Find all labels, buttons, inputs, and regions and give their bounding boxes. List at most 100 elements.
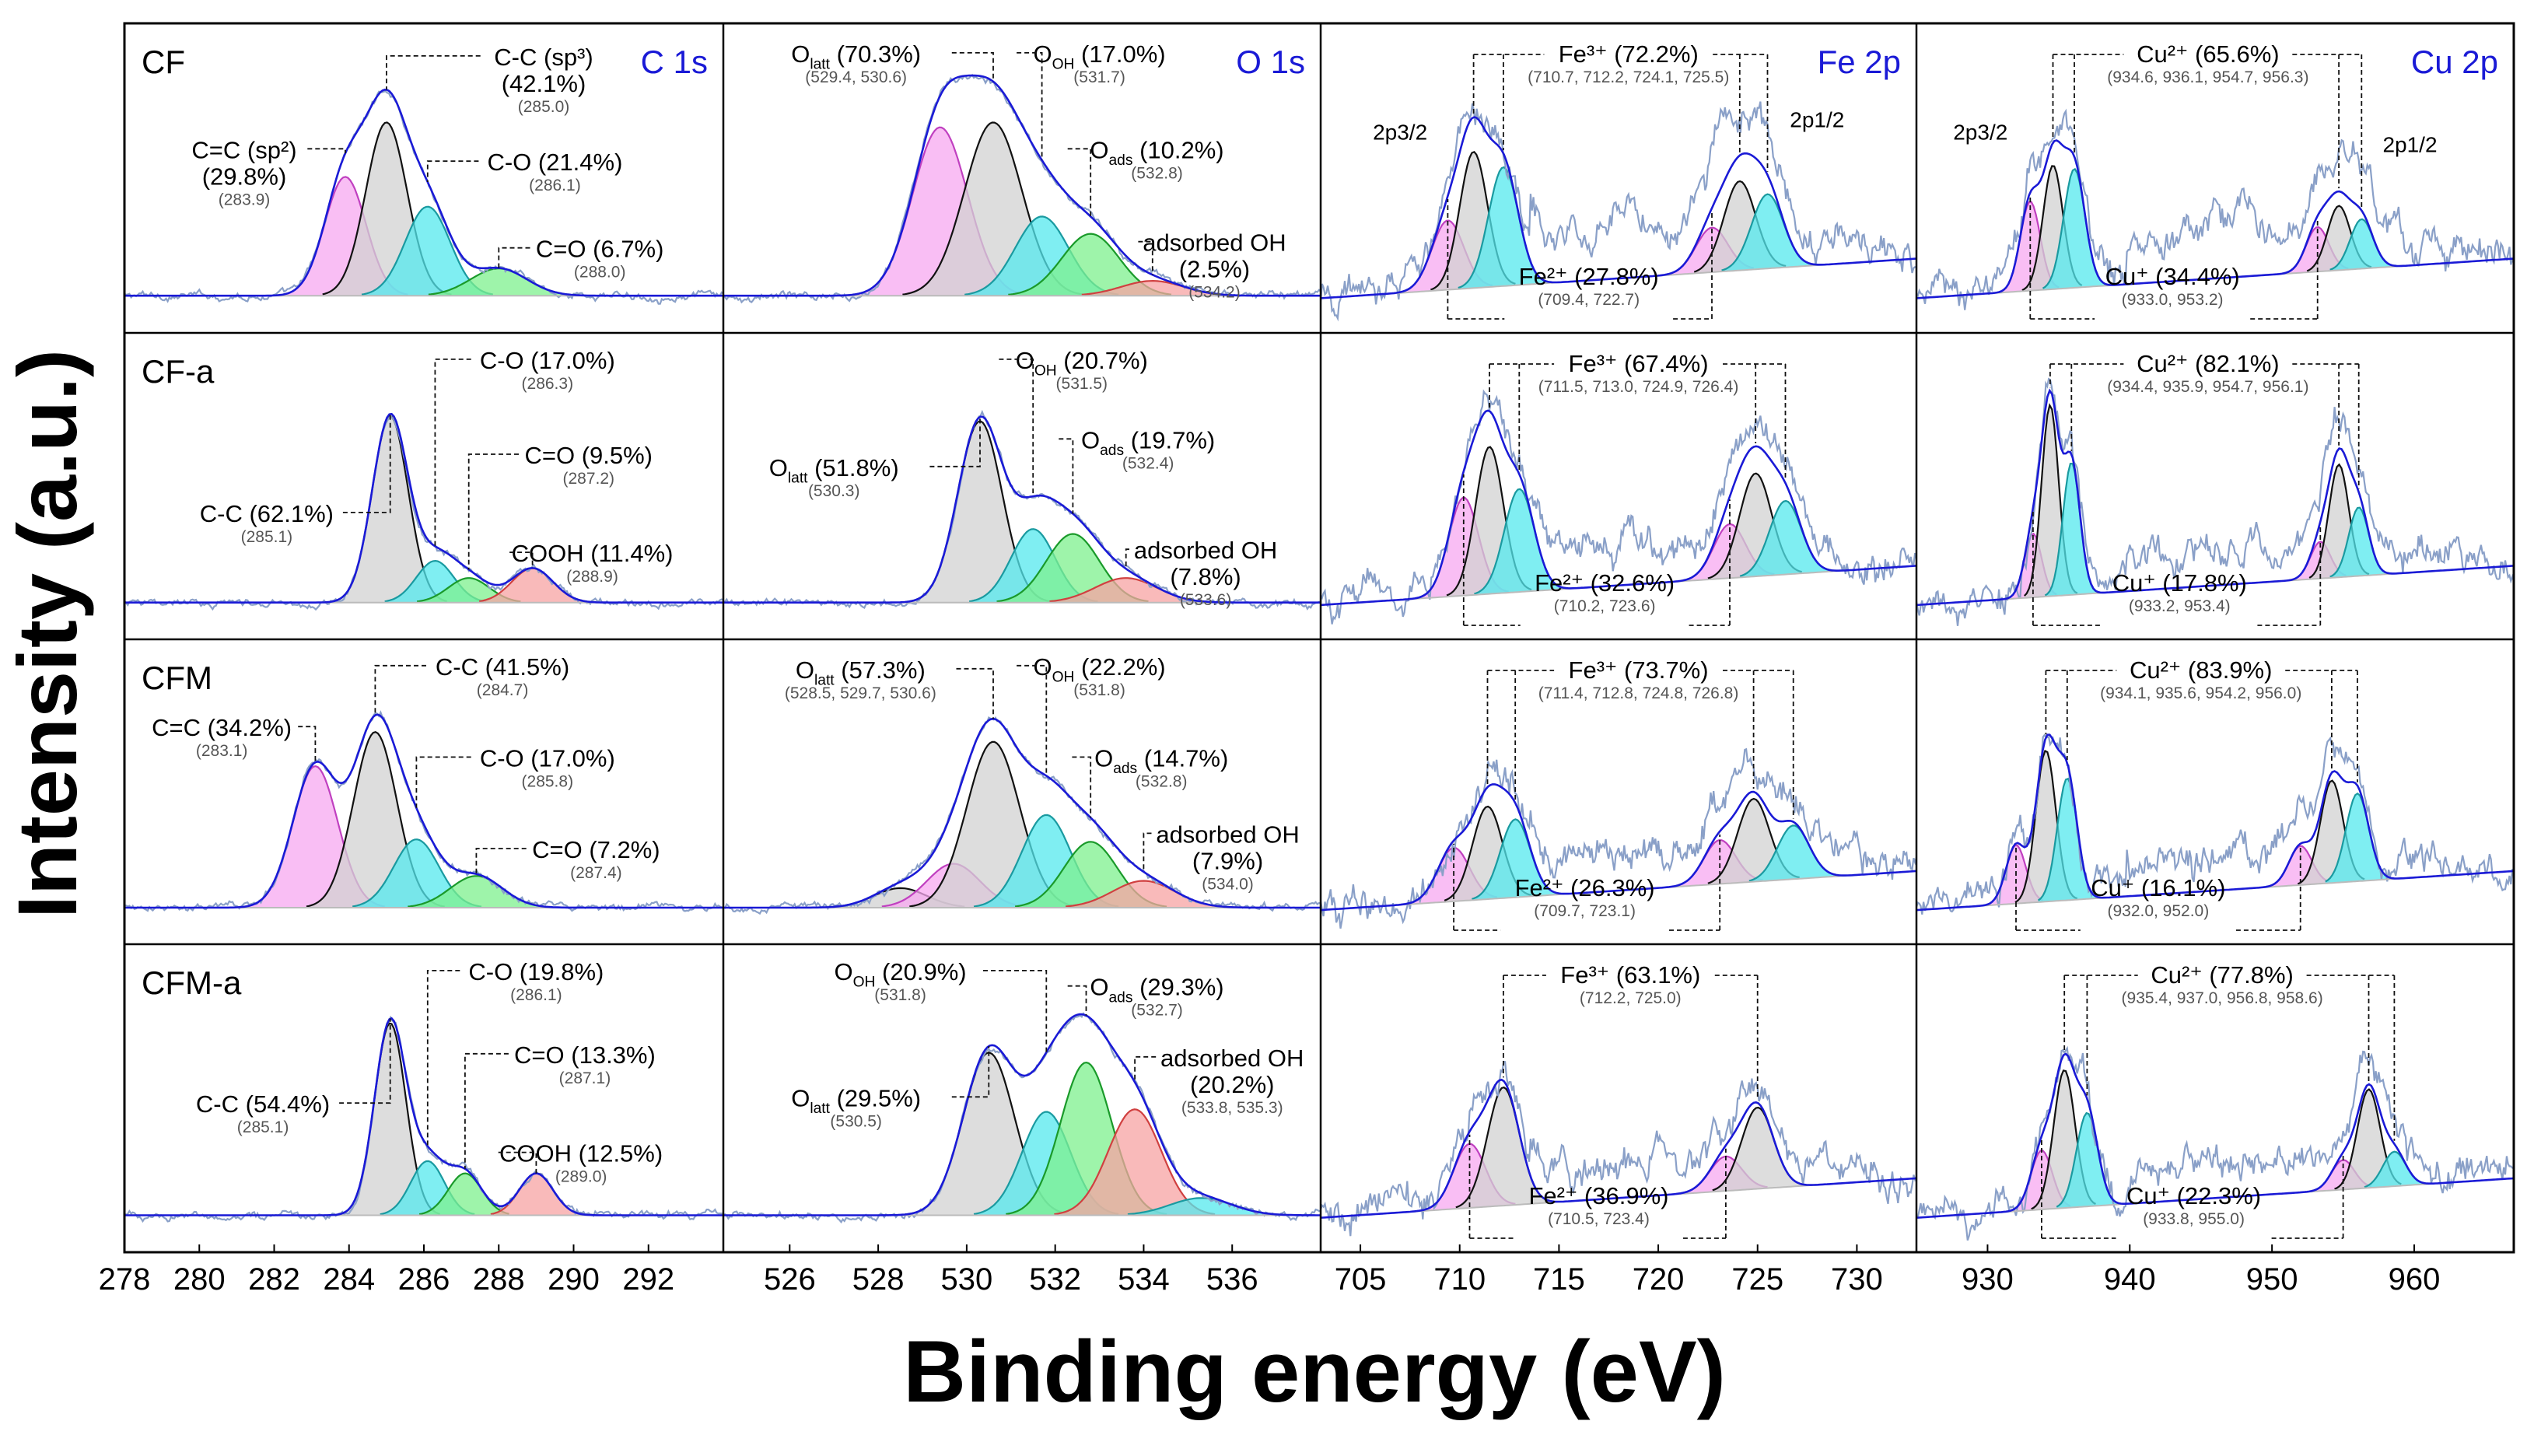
annotation-text: OOH (17.0%): [1034, 40, 1166, 73]
peak-annotation: Cu²⁺ (77.8%)(935.4, 937.0, 956.8, 958.6): [2063, 961, 2396, 1141]
panel-grid: CF C 1sC-C (sp³)(42.1%)(285.0)C=C (sp²)(2…: [124, 40, 2514, 1241]
sample-label: CFM-a: [142, 964, 242, 1001]
fit-component-gray: [1712, 1108, 1804, 1192]
peak-annotation: Cu²⁺ (83.9%)(934.1, 935.6, 954.2, 956.0): [2045, 656, 2358, 782]
envelope-fit: [124, 412, 723, 604]
annotation-leader: [929, 417, 981, 467]
annotation-text: OOH (20.9%): [835, 958, 967, 991]
spectrum-title: O 1s: [1236, 44, 1305, 80]
annotation-text: C-O (19.8%): [468, 958, 604, 985]
annotation-position: (287.2): [562, 470, 614, 488]
annotation-text: COOH (11.4%): [512, 540, 674, 567]
annotation-text: adsorbed OH: [1134, 537, 1277, 564]
annotation-text: Olatt (57.3%): [796, 656, 926, 689]
envelope-fit: [1321, 783, 1916, 912]
annotation-position: (710.7, 712.2, 724.1, 725.5): [1528, 68, 1729, 86]
envelope-fit: [1321, 116, 1916, 299]
annotation-position: (711.5, 713.0, 724.9, 726.4): [1538, 378, 1739, 396]
envelope-fit: [723, 74, 1321, 297]
annotation-position: (286.1): [529, 177, 581, 194]
fit-component-cyan: [2045, 464, 2098, 597]
envelope-fit: [1916, 1052, 2514, 1219]
x-tick-label: 710: [1433, 1262, 1486, 1297]
annotation-text: (7.8%): [1170, 563, 1241, 590]
annotation-position: (710.2, 723.6): [1554, 597, 1656, 615]
peak-annotation: Oads (29.3%)(532.7): [1067, 974, 1224, 1020]
x-tick-label: 528: [852, 1262, 905, 1297]
annotation-leader: [426, 160, 479, 182]
fit-component-cyan: [1721, 194, 1814, 272]
annotation-text: (42.1%): [502, 70, 586, 97]
annotation-position: (287.4): [570, 864, 622, 882]
envelope-fit: [124, 713, 723, 909]
fit-component-cyan: [2038, 779, 2098, 902]
annotation-leader: [1059, 438, 1074, 514]
x-tick-label: 526: [764, 1262, 816, 1297]
panel-o1s-cf-a: OOH (20.7%)(531.5)Oads (19.7%)(532.4)Ola…: [723, 347, 1321, 611]
x-axis-title: Binding energy (eV): [903, 1323, 1726, 1420]
annotation-position: (531.5): [1056, 375, 1108, 393]
annotation-position: (711.4, 712.8, 724.8, 726.8): [1538, 684, 1739, 702]
fit-component-red: [1081, 281, 1224, 296]
x-tick-label: 282: [248, 1262, 300, 1297]
peak-annotation: C=O (7.2%)(287.4): [475, 836, 660, 882]
x-tick-label: 288: [473, 1262, 525, 1297]
annotation-position: (934.6, 936.1, 954.7, 956.3): [2107, 68, 2308, 86]
annotation-text: COOH (12.5%): [499, 1140, 663, 1167]
annotation-text: C-O (17.0%): [480, 744, 615, 772]
panel-o1s-cfm: Olatt (57.3%)(528.5, 529.7, 530.6) OOH (2…: [723, 653, 1321, 915]
annotation-text: (2.5%): [1179, 256, 1250, 283]
peak-annotation: OOH (20.9%)(531.8): [835, 958, 1048, 1052]
annotation-text: adsorbed OH: [1156, 821, 1299, 848]
x-tick-labels: 278 280 282 284 286 288 290 292 526 528 530 532 534 5…: [99, 1244, 2440, 1297]
annotation-position: (285.1): [241, 528, 293, 546]
annotation-text: C=O (9.5%): [524, 442, 653, 469]
annotation-leader: [1486, 670, 1794, 819]
fit-component-cyan: [362, 206, 493, 296]
panel-cu2p-cf-a: Cu²⁺ (82.1%)(934.4, 935.9, 954.7, 956.1)…: [1916, 350, 2514, 626]
x-tick-label: 534: [1118, 1262, 1170, 1297]
annotation-text: C=C (sp²): [191, 136, 296, 163]
envelope-fit: [124, 88, 723, 297]
panel-o1s-cfm-a: OOH (20.9%)(531.8) Oads (29.3%)(532.7) ads…: [723, 958, 1321, 1224]
fit-component-cyan: [1127, 1198, 1275, 1216]
y-axis-title: Intensity (a.u.): [0, 349, 94, 919]
peak-annotation: adsorbed OH(7.9%)(534.0): [1143, 821, 1300, 893]
annotation-text: adsorbed OH: [1160, 1045, 1304, 1072]
fit-component-green: [428, 268, 569, 296]
annotation-leader: [1462, 474, 1731, 626]
x-tick-label: 280: [173, 1262, 226, 1297]
peak-annotation: Oads (19.7%)(532.4): [1059, 426, 1215, 514]
x-tick-label: 532: [1029, 1262, 1081, 1297]
annotation-position: (532.8): [1131, 164, 1183, 182]
annotation-text: Oads (19.7%): [1081, 426, 1215, 459]
annotation-text: Cu⁺ (22.3%): [2126, 1182, 2261, 1209]
envelope-fit: [1916, 388, 2514, 607]
annotation-position: (531.8): [1073, 681, 1125, 699]
annotation-leader: [956, 667, 994, 719]
annotation-text: C-C (62.1%): [200, 500, 334, 527]
fit-component-gray: [341, 1023, 440, 1216]
peak-annotation: C=O (6.7%)(288.0): [498, 236, 663, 282]
annotation-leader: [475, 848, 527, 874]
annotation-text: Olatt (29.5%): [791, 1084, 921, 1117]
annotation-text: (7.9%): [1192, 847, 1263, 874]
annotation-text: C=C (34.2%): [152, 714, 292, 741]
envelope-fit: [1916, 733, 2514, 912]
x-tick-label: 950: [2246, 1262, 2298, 1297]
annotation-position: (934.4, 935.9, 954.7, 956.1): [2107, 378, 2308, 396]
annotation-position: (532.7): [1131, 1002, 1183, 1020]
annotation-position: (528.5, 529.7, 530.6): [785, 684, 936, 702]
peak-annotation: C-O (17.0%)(285.8): [415, 744, 615, 808]
peak-annotation: Cu⁺ (17.8%)(933.2, 953.4): [2032, 510, 2322, 626]
annotation-text: Fe³⁺ (63.1%): [1560, 961, 1700, 989]
annotation-leader: [1453, 834, 1721, 931]
annotation-position: (283.9): [219, 191, 271, 208]
annotation-position: (709.4, 722.7): [1538, 291, 1640, 309]
annotation-leader: [415, 756, 471, 808]
x-tick-label: 730: [1831, 1262, 1883, 1297]
peak-annotation: OOH (22.2%)(531.8): [1017, 653, 1166, 776]
annotation-leader: [1067, 985, 1087, 1016]
annotation-position: (285.1): [237, 1118, 289, 1136]
panel-o1s-cf: O 1s Olatt (70.3%)(529.4, 530.6) OOH (17.0…: [723, 40, 1321, 304]
